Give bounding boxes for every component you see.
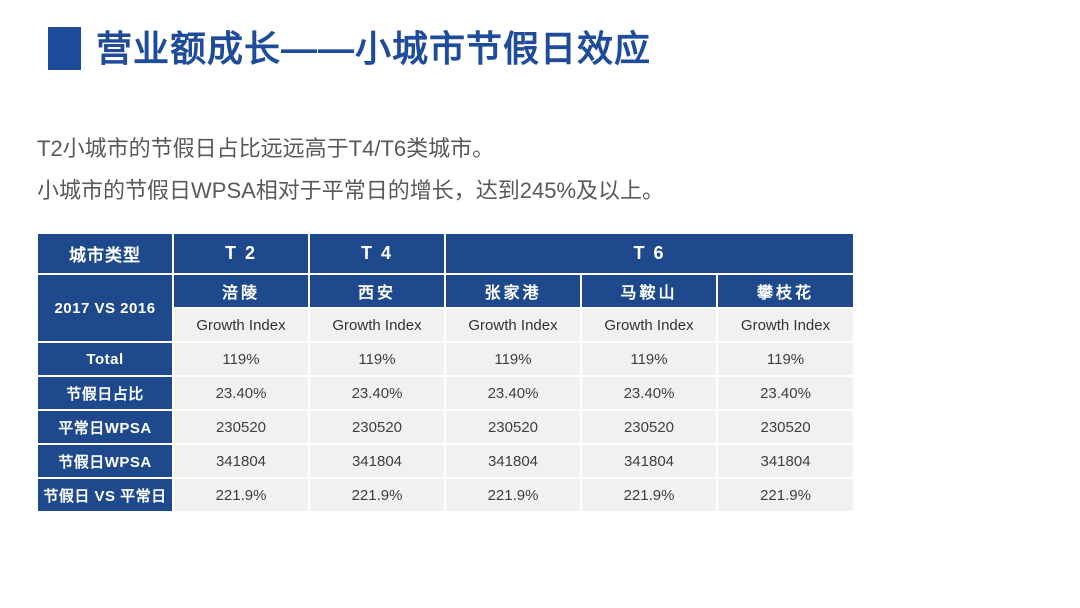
city-header-cell: 张家港 <box>444 273 582 309</box>
data-cell: 230520 <box>172 409 310 445</box>
row-label-cell: 节假日WPSA <box>36 443 174 479</box>
data-cell: 341804 <box>444 443 582 479</box>
table-row-data: 节假日占比 23.40% 23.40% 23.40% 23.40% 23.40% <box>36 375 856 411</box>
tier-header-cell: T 4 <box>308 232 446 275</box>
row-label-cell: 节假日占比 <box>36 375 174 411</box>
period-header-cell: 2017 VS 2016 <box>36 273 174 343</box>
row-label-cell: 节假日 VS 平常日 <box>36 477 174 513</box>
title-bullet-square <box>48 27 81 70</box>
table-row-metric: Growth Index Growth Index Growth Index Grow… <box>37 307 856 343</box>
metric-cell: Growth Index <box>580 307 718 343</box>
data-cell: 119% <box>715 341 856 377</box>
data-cell: 23.40% <box>308 375 446 411</box>
data-cell: 221.9% <box>308 477 446 513</box>
row-label-cell: Total <box>36 341 174 377</box>
data-cell: 221.9% <box>715 477 856 513</box>
city-header-cell: 攀枝花 <box>715 273 856 309</box>
table-row-data: 平常日WPSA 230520 230520 230520 230520 230520 <box>36 409 856 445</box>
corner-header-cell: 城市类型 <box>36 232 174 275</box>
city-header-cell: 西安 <box>308 273 446 309</box>
data-cell: 23.40% <box>580 375 718 411</box>
city-header-cell: 马鞍山 <box>580 273 718 309</box>
title-block: 营业额成长——小城市节假日效应 <box>48 27 651 70</box>
body-text-line-1: T2小城市的节假日占比远远高于T4/T6类城市。 <box>37 136 495 161</box>
table-row-data: Total 119% 119% 119% 119% 119% <box>36 341 856 377</box>
data-cell: 341804 <box>308 443 446 479</box>
data-cell: 23.40% <box>715 375 856 411</box>
metric-cell: Growth Index <box>172 307 310 343</box>
data-cell: 119% <box>580 341 718 377</box>
data-cell: 119% <box>444 341 582 377</box>
data-cell: 230520 <box>715 409 856 445</box>
city-header-cell: 涪陵 <box>172 273 310 309</box>
data-cell: 230520 <box>444 409 582 445</box>
tier-header-cell: T 2 <box>172 232 310 275</box>
data-cell: 230520 <box>580 409 718 445</box>
tier-header-cell: T 6 <box>443 232 856 275</box>
data-cell: 221.9% <box>580 477 718 513</box>
row-label-cell: 平常日WPSA <box>36 409 174 445</box>
table-row-data: 节假日WPSA 341804 341804 341804 341804 341804 <box>36 443 856 479</box>
metric-cell: Growth Index <box>444 307 582 343</box>
data-cell: 230520 <box>308 409 446 445</box>
data-cell: 23.40% <box>444 375 582 411</box>
metric-cell: Growth Index <box>715 307 856 343</box>
data-cell: 341804 <box>580 443 718 479</box>
body-text: T2小城市的节假日占比远远高于T4/T6类城市。 小城市的节假日WPSA相对于平… <box>37 128 664 212</box>
table-row-city-headers: 2017 VS 2016 涪陵 西安 张家港 马鞍山 攀枝花 <box>36 273 856 343</box>
data-cell: 221.9% <box>444 477 582 513</box>
data-cell: 23.40% <box>172 375 310 411</box>
page-title: 营业额成长——小城市节假日效应 <box>96 27 652 69</box>
data-cell: 119% <box>308 341 446 377</box>
data-cell: 341804 <box>172 443 310 479</box>
body-text-line-2: 小城市的节假日WPSA相对于平常日的增长，达到245%及以上。 <box>37 178 665 203</box>
data-cell: 341804 <box>715 443 856 479</box>
table-row-data: 节假日 VS 平常日 221.9% 221.9% 221.9% 221.9% 221.9% <box>36 477 856 513</box>
data-cell: 119% <box>172 341 310 377</box>
data-cell: 221.9% <box>172 477 310 513</box>
metric-cell: Growth Index <box>308 307 446 343</box>
